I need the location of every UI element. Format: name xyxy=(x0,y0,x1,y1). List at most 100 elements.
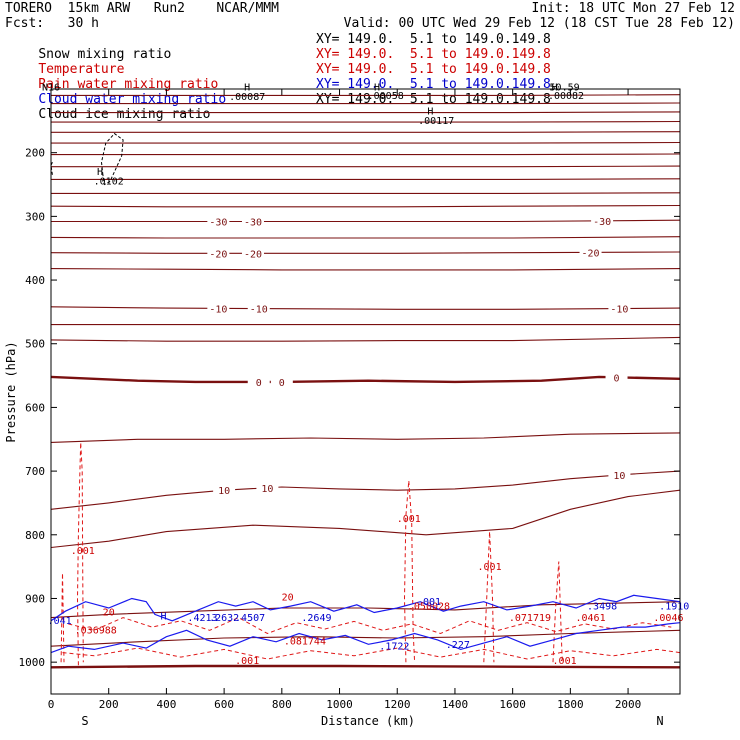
x-tick-label: 600 xyxy=(214,698,234,711)
x-tick-label: 1000 xyxy=(326,698,353,711)
cloud-water-contour xyxy=(50,622,681,654)
x-axis-title: Distance (km) xyxy=(321,714,415,728)
temperature-isotherm xyxy=(50,336,681,342)
isotherm-label: -30 xyxy=(244,217,262,228)
endpoint-right: N xyxy=(656,714,663,728)
forecast-hour: Fcst: 30 h xyxy=(5,16,99,31)
contour-value-label: .001 xyxy=(397,514,421,525)
temperature-isotherm xyxy=(51,131,681,133)
legend-xy-snow: XY= 149.0. 5.1 to 149.0.149.8 xyxy=(316,32,551,47)
contour-value-label: .00087 xyxy=(229,92,265,103)
legend-item-rain: Rain water mixing ratio xyxy=(7,62,218,107)
cloud-ice-contour xyxy=(50,161,53,176)
contour-value-label: .0461 xyxy=(576,613,606,624)
temperature-isotherm xyxy=(50,470,681,510)
isotherm-label: 10 xyxy=(613,471,625,482)
y-tick-label: 300 xyxy=(25,210,45,223)
y-tick-label: 900 xyxy=(25,592,45,605)
temperature-isotherm xyxy=(50,236,681,239)
isotherm-label: -20 xyxy=(244,249,262,260)
label-mask xyxy=(207,302,230,315)
contour-value-label: .00082 xyxy=(548,91,584,102)
label-mask xyxy=(247,302,270,315)
temperature-isotherm xyxy=(50,306,681,310)
isotherm-label: -20 xyxy=(582,248,600,259)
legend-label: Temperature xyxy=(38,62,125,77)
rain-contour xyxy=(62,647,681,660)
temperature-isotherm xyxy=(50,489,681,549)
x-tick-label: 400 xyxy=(156,698,176,711)
contour-value-label: N16 xyxy=(42,82,60,93)
contour-value-label: .2632 xyxy=(209,613,239,624)
x-tick-label: 1400 xyxy=(442,698,469,711)
cloud-water-contours xyxy=(50,594,681,654)
y-tick-label: 1000 xyxy=(19,656,46,669)
contour-value-label: .050028 xyxy=(408,601,450,612)
rain-contour xyxy=(483,531,495,663)
valid-time: Valid: 00 UTC Wed 29 Feb 12 (18 CST Tue … xyxy=(343,16,735,31)
x-tick-label: 800 xyxy=(272,698,292,711)
contour-value-label: .036988 xyxy=(75,626,117,637)
cloud-ice-contours xyxy=(50,132,124,186)
endpoint-left: S xyxy=(81,714,88,728)
contour-value-label: .4213 xyxy=(187,613,217,624)
label-mask xyxy=(256,481,279,494)
contour-value-label: .0046 xyxy=(653,613,683,624)
legend-item-snow: Snow mixing ratio xyxy=(7,32,171,77)
label-mask xyxy=(207,247,230,260)
isotherm-label: -30 xyxy=(593,217,611,228)
x-tick-label: 200 xyxy=(99,698,119,711)
isotherm-label: -10 xyxy=(610,305,628,316)
temperature-isotherm xyxy=(50,629,681,647)
temperature-contours: 10 10 10 0 0 0 -10 -10 -10 -20 -20 -20 -30 -30 -30 xyxy=(50,94,681,669)
label-mask xyxy=(241,247,264,260)
isotherm-label: 0 xyxy=(614,373,620,384)
contour-value-label: .0102 xyxy=(94,177,124,188)
isotherm-label: 0 xyxy=(279,378,285,389)
y-tick-label: 600 xyxy=(25,401,45,414)
legend-xy-rain: XY= 149.0. 5.1 to 149.0.149.8 xyxy=(316,62,551,77)
contour-value-label: .1722 xyxy=(379,641,409,652)
model-title: TORERO 15km ARW Run2 NCAR/MMM xyxy=(5,1,279,16)
x-tick-label: 1200 xyxy=(384,698,411,711)
contour-value-label: H xyxy=(161,611,167,622)
y-axis-title: Pressure (hPa) xyxy=(4,341,18,442)
contour-value-label: .3498 xyxy=(587,601,617,612)
label-mask xyxy=(605,371,628,384)
temperature-isotherm xyxy=(50,268,681,271)
contour-value-label: 20 xyxy=(103,608,115,619)
label-mask xyxy=(270,375,293,388)
temperature-isotherm xyxy=(51,153,681,156)
contour-value-label: .001 xyxy=(478,562,502,573)
y-tick-label: 500 xyxy=(25,338,45,351)
contour-value-label: .00117 xyxy=(418,116,454,127)
temperature-isotherm xyxy=(50,375,681,384)
contour-value-label: .4507 xyxy=(235,613,265,624)
contour-value-label: .081744 xyxy=(284,636,326,647)
label-mask xyxy=(247,375,270,388)
cloud-water-contour xyxy=(50,594,681,622)
contour-value-label: .001 xyxy=(553,656,577,667)
contour-value-label: H xyxy=(374,82,380,93)
temperature-isotherm xyxy=(51,94,681,96)
x-tick-label: 1600 xyxy=(499,698,526,711)
axes: 0 200 400 600 800 1000 1200 1400 1600 1800 2000200… xyxy=(19,88,680,711)
contour-value-label: H xyxy=(244,82,250,93)
isotherm-label: 10 xyxy=(218,486,230,497)
temperature-isotherm xyxy=(51,141,681,144)
contour-value-label: 50.59 xyxy=(550,82,580,93)
contour-value-label: .00058 xyxy=(368,91,404,102)
temperature-isotherm xyxy=(51,178,681,180)
legend-item-temperature: Temperature xyxy=(7,47,124,92)
label-mask xyxy=(207,215,230,228)
rain-contour xyxy=(68,617,672,635)
legend-label: Rain water mixing ratio xyxy=(38,77,219,92)
legend-xy-cloud-water: XY= 149.0. 5.1 to 149.0.149.8 xyxy=(316,77,551,92)
init-time: Init: 18 UTC Mon 27 Feb 12 xyxy=(531,1,736,16)
contour-value-label: H xyxy=(97,167,103,178)
isotherm-label: -10 xyxy=(250,305,268,316)
label-mask xyxy=(241,215,264,228)
isotherm-label: -30 xyxy=(209,217,227,228)
